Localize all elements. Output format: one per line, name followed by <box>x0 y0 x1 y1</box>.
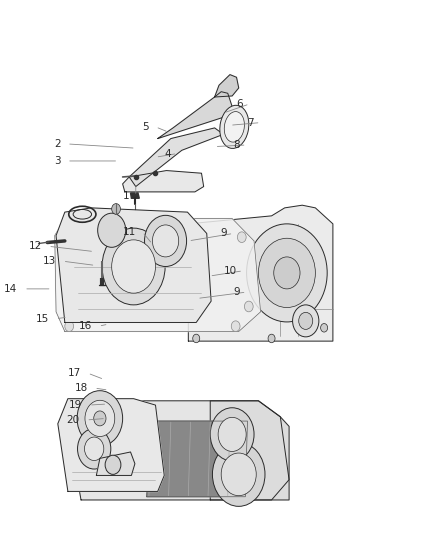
Circle shape <box>210 408 254 461</box>
Text: 17: 17 <box>68 368 81 378</box>
Circle shape <box>299 312 313 329</box>
Text: 15: 15 <box>36 314 49 324</box>
Circle shape <box>78 429 111 469</box>
Text: 12: 12 <box>28 241 42 251</box>
Polygon shape <box>58 399 164 491</box>
Polygon shape <box>129 128 223 187</box>
Text: 5: 5 <box>142 122 149 132</box>
Text: 13: 13 <box>43 256 56 266</box>
Polygon shape <box>123 171 204 192</box>
Polygon shape <box>188 205 333 341</box>
Circle shape <box>231 321 240 332</box>
Text: 11: 11 <box>123 227 136 237</box>
Circle shape <box>212 442 265 506</box>
Ellipse shape <box>224 111 244 142</box>
Circle shape <box>105 455 121 474</box>
Ellipse shape <box>220 106 249 148</box>
Circle shape <box>268 334 275 343</box>
Text: 16: 16 <box>79 321 92 331</box>
Text: 7: 7 <box>247 118 254 127</box>
Polygon shape <box>131 193 139 198</box>
Text: 10: 10 <box>223 266 237 276</box>
Circle shape <box>237 232 246 243</box>
Text: 3: 3 <box>54 156 60 166</box>
Circle shape <box>293 305 319 337</box>
Text: 8: 8 <box>233 140 240 150</box>
Circle shape <box>112 240 155 293</box>
Circle shape <box>102 228 165 305</box>
Circle shape <box>65 220 74 230</box>
Circle shape <box>152 225 179 257</box>
Circle shape <box>85 437 104 461</box>
Text: 19: 19 <box>69 400 82 410</box>
Text: 2: 2 <box>54 139 60 149</box>
Text: 18: 18 <box>74 383 88 393</box>
Circle shape <box>145 215 187 266</box>
Circle shape <box>112 204 120 214</box>
Circle shape <box>77 391 123 446</box>
Circle shape <box>321 324 328 332</box>
Text: 20: 20 <box>67 415 80 425</box>
Circle shape <box>221 453 256 496</box>
Polygon shape <box>158 92 232 139</box>
Circle shape <box>274 257 300 289</box>
Polygon shape <box>210 401 289 500</box>
Text: 4: 4 <box>164 149 171 158</box>
Text: 9: 9 <box>233 287 240 297</box>
Text: 9: 9 <box>220 229 227 238</box>
Circle shape <box>218 417 246 451</box>
Circle shape <box>244 301 253 312</box>
Circle shape <box>258 238 315 308</box>
Circle shape <box>85 400 115 437</box>
Polygon shape <box>215 75 239 97</box>
Polygon shape <box>147 421 247 497</box>
Polygon shape <box>56 208 211 322</box>
Circle shape <box>193 228 200 236</box>
Polygon shape <box>96 452 135 475</box>
Circle shape <box>98 213 126 247</box>
Text: 1: 1 <box>123 191 129 201</box>
Polygon shape <box>69 401 289 500</box>
Polygon shape <box>55 219 261 332</box>
Circle shape <box>247 224 327 322</box>
Text: 6: 6 <box>237 99 243 109</box>
Circle shape <box>94 411 106 426</box>
Circle shape <box>193 334 200 343</box>
Circle shape <box>65 321 74 332</box>
Text: 14: 14 <box>4 284 18 294</box>
